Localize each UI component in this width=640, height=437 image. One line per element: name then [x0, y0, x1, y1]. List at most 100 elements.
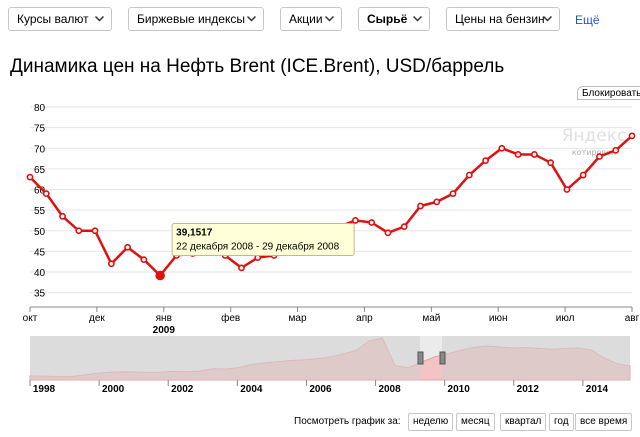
data-point[interactable]	[238, 264, 245, 272]
y-tick-label: 40	[34, 268, 46, 279]
navigator-handle-right[interactable]	[439, 351, 446, 365]
data-point[interactable]	[26, 173, 34, 181]
data-point[interactable]	[498, 144, 506, 152]
watermark: Яндекс котировки	[562, 126, 627, 157]
data-point[interactable]	[628, 132, 636, 140]
data-point[interactable]	[514, 151, 522, 158]
grid-lines	[30, 106, 632, 294]
tooltip-value: 39,1517	[176, 228, 213, 239]
period-selector-label: Посмотреть график за:	[294, 416, 401, 427]
data-point[interactable]	[42, 190, 50, 198]
data-point[interactable]	[107, 260, 115, 268]
y-tick-label: 45	[34, 247, 46, 258]
y-tick-label: 50	[34, 227, 46, 238]
data-point[interactable]	[482, 157, 489, 165]
data-point[interactable]	[400, 223, 408, 231]
y-tick-label: 65	[34, 165, 46, 176]
x-tick-label: июн	[489, 313, 508, 324]
navigator-handle-left[interactable]	[417, 351, 424, 365]
top-toolbar: Курсы валют Биржевые индексы Акции Сырьё…	[0, 0, 640, 40]
dropdown-stocks[interactable]: Акции	[280, 7, 342, 31]
period-year-button[interactable]: год	[549, 413, 574, 431]
dropdown-commodities[interactable]: Сырьё	[358, 7, 430, 31]
dropdown-label: Сырьё	[367, 12, 408, 26]
x-tick-label: янв	[156, 313, 172, 324]
y-axis-ticks: 35 40 45 50 55 60 65 70 75 80	[34, 103, 46, 300]
data-point[interactable]	[579, 171, 587, 179]
data-point[interactable]	[91, 227, 99, 235]
x-tick-label: авг	[625, 313, 640, 324]
data-point[interactable]	[596, 153, 603, 160]
navigator-year-label: 2014	[586, 384, 609, 395]
y-tick-label: 35	[34, 289, 46, 300]
dropdown-currency-rates[interactable]: Курсы валют	[8, 7, 112, 31]
x-year-label: 2009	[153, 325, 176, 335]
dropdown-label: Акции	[289, 12, 323, 26]
navigator-year-label: 2004	[240, 384, 263, 395]
dropdown-label: Биржевые индексы	[137, 12, 245, 26]
data-point[interactable]	[75, 227, 83, 235]
y-tick-label: 60	[34, 186, 46, 197]
chevron-down-icon	[94, 8, 105, 37]
x-tick-label: дек	[89, 313, 105, 324]
data-point[interactable]	[465, 171, 473, 179]
y-tick-label: 55	[34, 206, 46, 217]
navigator-year-label: 2002	[171, 384, 194, 395]
navigator-mask-left	[30, 336, 420, 380]
chevron-down-icon	[324, 8, 335, 37]
x-axis-labels: окт дек янв фев мар апр май июн июл авг	[23, 307, 640, 324]
data-point[interactable]	[547, 159, 555, 167]
chevron-down-icon	[542, 8, 553, 37]
dropdown-label: Курсы валют	[17, 12, 89, 26]
x-tick-label: апр	[356, 313, 373, 324]
period-quarter-button[interactable]: квартал	[500, 413, 547, 431]
data-point[interactable]	[433, 198, 441, 206]
navigator-mask-right	[442, 336, 630, 380]
watermark-brand: Яндекс	[562, 126, 627, 146]
tooltip-box	[171, 223, 355, 257]
history-navigator[interactable]: 1998 2000 2002 2004 2006 2008 2010 2012 2014	[0, 330, 640, 398]
navigator-year-label: 2006	[309, 384, 332, 395]
watermark-sub: котировки	[572, 148, 616, 157]
period-month-button[interactable]: месяц	[456, 413, 495, 431]
dropdown-stock-indexes[interactable]: Биржевые индексы	[128, 7, 264, 31]
data-point[interactable]	[124, 243, 132, 251]
chevron-down-icon	[246, 8, 257, 37]
dropdown-fuel-prices[interactable]: Цены на бензин	[446, 7, 560, 31]
navigator-year-label: 2000	[102, 384, 125, 395]
data-point[interactable]	[384, 229, 392, 237]
navigator-year-label: 2012	[517, 384, 540, 395]
period-week-button[interactable]: неделю	[408, 413, 454, 431]
x-tick-label: май	[422, 313, 440, 324]
data-point[interactable]	[563, 186, 571, 193]
navigator-year-labels: 1998 2000 2002 2004 2006 2008 2010 2012 2014	[29, 380, 609, 395]
period-selector: Посмотреть график за: неделю месяц кварт…	[0, 411, 640, 433]
tooltip-period: 22 декабря 2008 - 29 декабря 2008	[176, 241, 339, 253]
chevron-down-icon	[412, 8, 423, 37]
page-title: Динамика цен на Нефть Brent (ICE.Brent),…	[10, 56, 505, 77]
x-tick-label: мар	[289, 313, 307, 324]
data-point[interactable]	[140, 256, 148, 264]
y-tick-label: 75	[34, 124, 46, 135]
more-link[interactable]: Ещё	[575, 13, 600, 27]
period-all-time-button[interactable]: все время	[575, 413, 633, 431]
data-point[interactable]	[352, 217, 359, 224]
data-point[interactable]	[612, 146, 620, 154]
x-tick-label: фев	[221, 312, 240, 324]
price-chart[interactable]: 35 40 45 50 55 60 65 70 75 80 окт дек янв фев мар апр м…	[0, 95, 640, 335]
y-tick-label: 70	[34, 144, 46, 155]
data-point[interactable]	[155, 270, 165, 281]
x-tick-label: июл	[556, 313, 575, 324]
navigator-year-label: 1998	[33, 384, 56, 395]
block-button[interactable]: Блокировать..	[577, 86, 640, 100]
data-point[interactable]	[449, 190, 457, 198]
dropdown-label: Цены на бензин	[455, 12, 545, 26]
data-point[interactable]	[59, 212, 66, 220]
data-point[interactable]	[530, 151, 538, 158]
x-tick-label: окт	[23, 313, 38, 324]
data-point[interactable]	[368, 219, 376, 226]
y-tick-label: 80	[34, 103, 46, 114]
tooltip: 39,1517 22 декабря 2008 - 29 декабря 200…	[171, 223, 355, 257]
data-point[interactable]	[417, 202, 424, 210]
navigator-year-label: 2010	[448, 384, 471, 395]
